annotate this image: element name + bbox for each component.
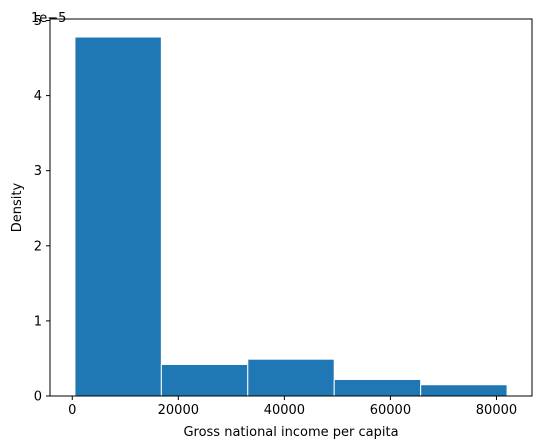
y-tick-label: 5 bbox=[34, 14, 42, 29]
histogram-bar-2 bbox=[160, 363, 249, 397]
y-tick-label: 4 bbox=[34, 89, 42, 104]
x-axis-label: Gross national income per capita bbox=[183, 425, 398, 440]
x-tick-label: 0 bbox=[68, 403, 76, 418]
histogram-bar-3 bbox=[247, 358, 335, 397]
x-tick-label: 40000 bbox=[264, 403, 305, 418]
y-axis-label: Density bbox=[10, 182, 25, 232]
x-tick-label: 20000 bbox=[158, 403, 199, 418]
histogram-bar-4 bbox=[333, 378, 422, 397]
y-axis-offset-label: 1e−5 bbox=[31, 11, 66, 26]
histogram-bar-1 bbox=[74, 36, 162, 397]
x-axis-ticks: 0 20000 40000 60000 80000 bbox=[68, 396, 517, 418]
plot-frame bbox=[49, 18, 533, 397]
x-tick-label: 80000 bbox=[476, 403, 517, 418]
y-tick-label: 1 bbox=[34, 314, 42, 329]
bars-group bbox=[74, 36, 508, 397]
x-tick-label: 60000 bbox=[370, 403, 411, 418]
y-tick-label: 2 bbox=[34, 239, 42, 254]
y-axis-ticks: 0 1 2 3 4 5 bbox=[34, 14, 50, 405]
histogram-bar-5 bbox=[420, 384, 508, 397]
y-tick-label: 3 bbox=[34, 164, 42, 179]
y-tick-label: 0 bbox=[34, 390, 42, 405]
